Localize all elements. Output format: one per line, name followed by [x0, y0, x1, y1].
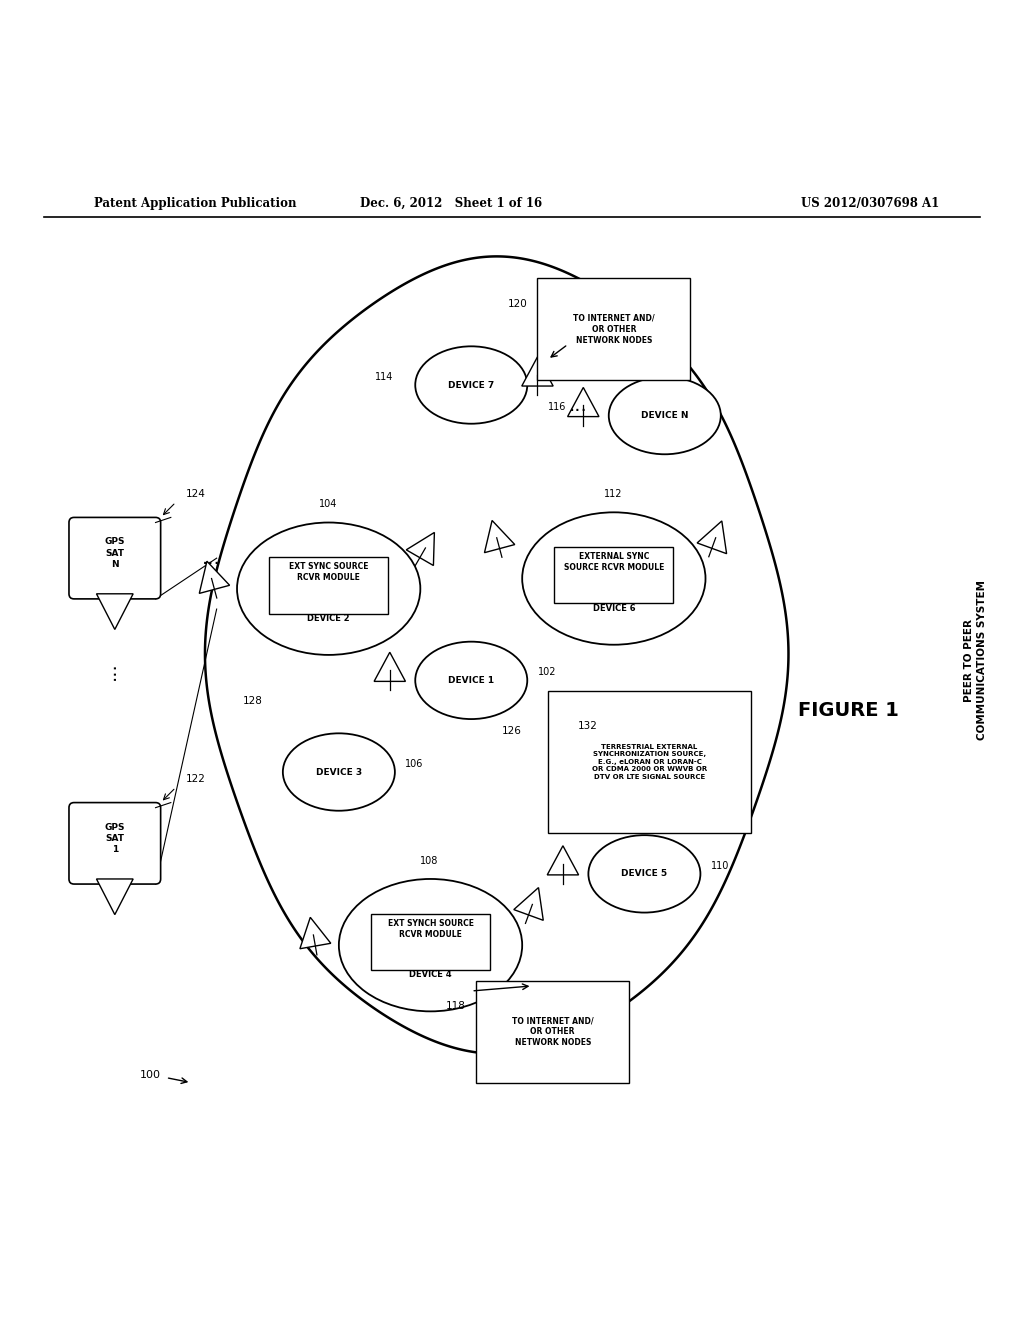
- Ellipse shape: [339, 879, 522, 1011]
- Ellipse shape: [416, 346, 527, 424]
- Text: 106: 106: [406, 759, 424, 770]
- Ellipse shape: [608, 378, 721, 454]
- Text: 124: 124: [186, 488, 206, 499]
- Polygon shape: [96, 594, 133, 630]
- Text: EXT SYNC SOURCE
RCVR MODULE: EXT SYNC SOURCE RCVR MODULE: [289, 562, 369, 582]
- Polygon shape: [514, 887, 544, 920]
- Text: DEVICE 2: DEVICE 2: [307, 614, 350, 623]
- Text: 114: 114: [375, 372, 393, 381]
- Polygon shape: [484, 520, 515, 553]
- Text: FIGURE 1: FIGURE 1: [798, 701, 898, 721]
- Ellipse shape: [416, 642, 527, 719]
- Text: DEVICE N: DEVICE N: [641, 411, 688, 420]
- Polygon shape: [205, 256, 788, 1053]
- Text: 126: 126: [503, 726, 522, 737]
- Text: ...: ...: [100, 661, 119, 680]
- Text: GPS
SAT
1: GPS SAT 1: [104, 822, 125, 854]
- Text: 100: 100: [139, 1069, 161, 1080]
- Polygon shape: [407, 532, 434, 565]
- FancyBboxPatch shape: [269, 557, 388, 614]
- Text: DEVICE 7: DEVICE 7: [449, 380, 495, 389]
- Text: ...: ...: [568, 396, 588, 414]
- FancyBboxPatch shape: [538, 279, 690, 380]
- Text: 102: 102: [538, 668, 556, 677]
- Polygon shape: [300, 917, 331, 949]
- FancyBboxPatch shape: [69, 803, 161, 884]
- Polygon shape: [200, 561, 229, 594]
- Polygon shape: [547, 846, 579, 875]
- Text: TO INTERNET AND/
OR OTHER
NETWORK NODES: TO INTERNET AND/ OR OTHER NETWORK NODES: [512, 1016, 594, 1047]
- Polygon shape: [96, 879, 133, 915]
- Text: Dec. 6, 2012   Sheet 1 of 16: Dec. 6, 2012 Sheet 1 of 16: [359, 197, 542, 210]
- Text: DEVICE 3: DEVICE 3: [315, 767, 361, 776]
- Text: 128: 128: [243, 696, 262, 706]
- Text: 122: 122: [186, 775, 206, 784]
- Text: 108: 108: [420, 855, 438, 866]
- Text: DEVICE 4: DEVICE 4: [410, 970, 452, 979]
- FancyBboxPatch shape: [554, 546, 674, 603]
- FancyBboxPatch shape: [371, 913, 490, 970]
- Text: GPS
SAT
N: GPS SAT N: [104, 537, 125, 569]
- Text: 112: 112: [604, 488, 623, 499]
- Text: EXT SYNCH SOURCE
RCVR MODULE: EXT SYNCH SOURCE RCVR MODULE: [387, 919, 473, 939]
- Text: DEVICE 6: DEVICE 6: [593, 603, 635, 612]
- Polygon shape: [522, 356, 553, 385]
- Text: PEER TO PEER
COMMUNICATIONS SYSTEM: PEER TO PEER COMMUNICATIONS SYSTEM: [964, 579, 987, 741]
- Polygon shape: [567, 388, 599, 417]
- Text: TO INTERNET AND/
OR OTHER
NETWORK NODES: TO INTERNET AND/ OR OTHER NETWORK NODES: [573, 313, 654, 345]
- Text: EXTERNAL SYNC
SOURCE RCVR MODULE: EXTERNAL SYNC SOURCE RCVR MODULE: [563, 552, 664, 572]
- FancyBboxPatch shape: [69, 517, 161, 599]
- Text: DEVICE 5: DEVICE 5: [622, 870, 668, 878]
- Ellipse shape: [522, 512, 706, 644]
- Text: 104: 104: [318, 499, 337, 510]
- Text: 118: 118: [446, 1002, 466, 1011]
- Ellipse shape: [237, 523, 420, 655]
- Text: 120: 120: [508, 298, 527, 309]
- Text: 110: 110: [711, 861, 729, 871]
- Text: ...: ...: [202, 549, 221, 568]
- Text: US 2012/0307698 A1: US 2012/0307698 A1: [802, 197, 940, 210]
- Text: Patent Application Publication: Patent Application Publication: [94, 197, 297, 210]
- Text: TERRESTRIAL EXTERNAL
SYNCHRONIZATION SOURCE,
E.G., eLORAN OR LORAN-C
OR CDMA 200: TERRESTRIAL EXTERNAL SYNCHRONIZATION SOU…: [592, 744, 708, 780]
- FancyBboxPatch shape: [476, 981, 629, 1082]
- Text: 132: 132: [579, 721, 598, 731]
- Ellipse shape: [283, 734, 395, 810]
- Text: DEVICE 1: DEVICE 1: [449, 676, 495, 685]
- Ellipse shape: [589, 836, 700, 912]
- FancyBboxPatch shape: [548, 690, 752, 833]
- Text: 116: 116: [548, 403, 566, 412]
- Polygon shape: [697, 521, 727, 553]
- Polygon shape: [374, 652, 406, 681]
